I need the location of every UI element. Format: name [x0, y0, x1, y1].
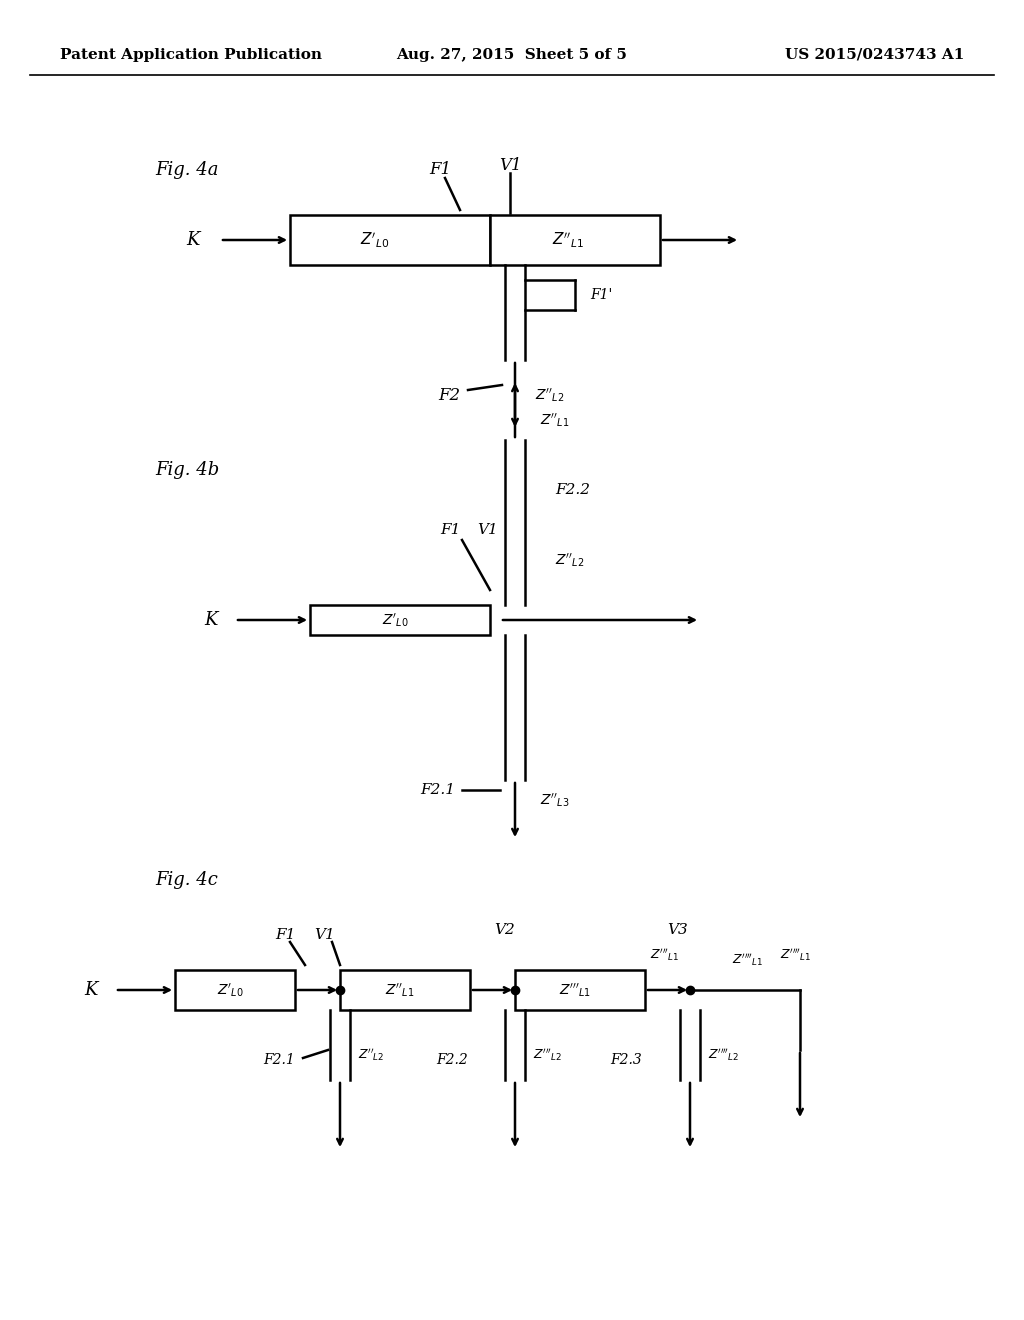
Text: $Z''_{L1}$: $Z''_{L1}$ — [552, 231, 584, 249]
Text: $Z'''_{L1}$: $Z'''_{L1}$ — [559, 981, 591, 999]
Text: $Z''_{L3}$: $Z''_{L3}$ — [540, 791, 569, 809]
Text: $Z''''_{L2}$: $Z''''_{L2}$ — [708, 1047, 739, 1064]
Text: F1: F1 — [440, 523, 460, 537]
Text: V1: V1 — [314, 928, 336, 942]
Text: $Z''_{L2}$: $Z''_{L2}$ — [555, 552, 585, 569]
Text: F1: F1 — [274, 928, 295, 942]
Text: F1: F1 — [429, 161, 451, 178]
Text: Fig. 4a: Fig. 4a — [155, 161, 218, 180]
Bar — [490, 215, 660, 265]
Text: F2.2: F2.2 — [436, 1053, 468, 1067]
Text: $Z'''_{L2}$: $Z'''_{L2}$ — [534, 1047, 562, 1064]
Text: F2: F2 — [438, 387, 460, 404]
Text: $Z''_{L1}$: $Z''_{L1}$ — [385, 981, 415, 999]
Text: $Z''_{L1}$: $Z''_{L1}$ — [540, 412, 569, 429]
Text: $Z'_{L0}$: $Z'_{L0}$ — [360, 231, 390, 249]
Bar — [290, 215, 490, 265]
Bar — [175, 970, 295, 1010]
Text: Fig. 4c: Fig. 4c — [155, 871, 218, 888]
Text: V2: V2 — [495, 923, 515, 937]
Text: V3: V3 — [668, 923, 688, 937]
Text: $Z'_{L0}$: $Z'_{L0}$ — [216, 981, 244, 999]
Text: $Z'_{L0}$: $Z'_{L0}$ — [382, 611, 409, 628]
Text: Aug. 27, 2015  Sheet 5 of 5: Aug. 27, 2015 Sheet 5 of 5 — [396, 48, 628, 62]
Text: V1: V1 — [499, 157, 521, 173]
Bar — [340, 970, 470, 1010]
Text: F2.1: F2.1 — [420, 783, 455, 797]
Text: US 2015/0243743 A1: US 2015/0243743 A1 — [784, 48, 964, 62]
Text: F2.1: F2.1 — [263, 1053, 295, 1067]
Text: $Z''_{L2}$: $Z''_{L2}$ — [535, 387, 564, 404]
Bar — [515, 970, 645, 1010]
Text: Fig. 4b: Fig. 4b — [155, 461, 219, 479]
Text: $Z''''_{L1}$: $Z''''_{L1}$ — [732, 952, 764, 969]
Text: K: K — [205, 611, 218, 630]
Text: $Z'''_{L1}$: $Z'''_{L1}$ — [650, 946, 679, 964]
Text: F1': F1' — [590, 288, 612, 302]
Text: $Z''''_{L1}$: $Z''''_{L1}$ — [780, 946, 811, 964]
Text: F2.2: F2.2 — [555, 483, 590, 498]
Text: $Z''_{L2}$: $Z''_{L2}$ — [358, 1047, 384, 1064]
Text: K: K — [85, 981, 98, 999]
Text: K: K — [186, 231, 200, 249]
Bar — [310, 605, 490, 635]
Text: Patent Application Publication: Patent Application Publication — [60, 48, 322, 62]
Text: V1: V1 — [477, 523, 499, 537]
Text: F2.3: F2.3 — [610, 1053, 642, 1067]
